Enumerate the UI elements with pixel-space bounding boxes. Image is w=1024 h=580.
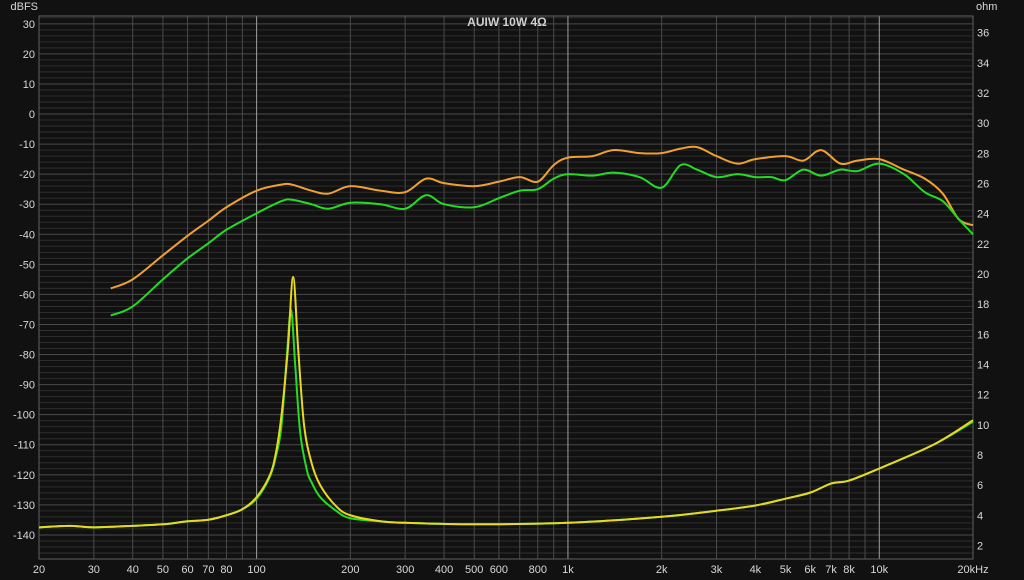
x-tick-label: 3k (711, 564, 723, 576)
y-tick-label: 0 (29, 109, 35, 121)
curves (38, 145, 974, 529)
y2-tick-label: 26 (977, 178, 989, 190)
y2-tick-label: 34 (977, 58, 989, 70)
x-tick-label: 5k (780, 564, 792, 576)
y2-tick-label: 6 (977, 480, 983, 492)
x-tick-label: 7k (825, 564, 837, 576)
y2-tick-label: 30 (977, 118, 989, 130)
grid (38, 15, 974, 560)
y2-tick-label: 32 (977, 88, 989, 100)
x-tick-label: 300 (396, 564, 414, 576)
x-tick-label: 70 (202, 564, 214, 576)
y2-tick-label: 12 (977, 390, 989, 402)
x-tick-label: 60 (181, 564, 193, 576)
y2-tick-label: 28 (977, 148, 989, 160)
x-tick-label: 2k (656, 564, 668, 576)
y-tick-label: -70 (19, 319, 35, 331)
y-axis-label: dBFS (10, 1, 38, 13)
x-tick-label: 800 (529, 564, 547, 576)
y-tick-label: -140 (13, 530, 35, 542)
x-tick-label: 400 (435, 564, 453, 576)
x-tick-label: 30 (88, 564, 100, 576)
x-tick-label: 8k (843, 564, 855, 576)
y2-tick-label: 24 (977, 209, 989, 221)
y-tick-label: 10 (23, 79, 35, 91)
y-tick-label: -30 (19, 199, 35, 211)
y2-tick-label: 4 (977, 510, 983, 522)
series-line-4 (38, 275, 974, 529)
y-tick-label: -100 (13, 410, 35, 422)
y2-tick-label: 14 (977, 359, 989, 371)
series-line-2 (110, 162, 974, 317)
y-tick-label: -50 (19, 259, 35, 271)
y-tick-label: 30 (23, 19, 35, 31)
series-line-1 (110, 145, 974, 290)
x-tick-label: 200 (341, 564, 359, 576)
x-tick-label: 40 (127, 564, 139, 576)
y2-tick-label: 18 (977, 299, 989, 311)
x-tick-label: 80 (220, 564, 232, 576)
y2-tick-label: 36 (977, 28, 989, 40)
x-tick-label: 6k (804, 564, 816, 576)
chart-title: AUIW 10W 4Ω (467, 15, 547, 29)
y2-tick-label: 22 (977, 239, 989, 251)
y2-tick-label: 16 (977, 329, 989, 341)
x-tick-label: 500 (465, 564, 483, 576)
axes: 20 30 40 50 60 70 80 100 200 300 400 500 600 800 1k 2k 3… (13, 19, 989, 576)
x-tick-label: 4k (750, 564, 762, 576)
y2-axis-label: ohm (976, 1, 997, 13)
y-tick-label: -10 (19, 139, 35, 151)
y-tick-label: -40 (19, 229, 35, 241)
x-tick-label: 50 (157, 564, 169, 576)
y-tick-label: -110 (14, 440, 35, 452)
y2-tick-label: 2 (977, 540, 983, 552)
plot-border (38, 15, 974, 560)
y-tick-label: -80 (19, 350, 35, 362)
y-tick-label: -120 (13, 470, 35, 482)
y-tick-label: -60 (19, 289, 35, 301)
y-tick-label: -20 (19, 169, 35, 181)
x-tick-label: 10k (870, 564, 888, 576)
x-tick-label: 20kHz (957, 564, 988, 576)
x-tick-label: 20 (33, 564, 45, 576)
y-tick-label: 20 (23, 49, 35, 61)
x-tick-label: 1k (562, 564, 574, 576)
y-tick-label: -130 (13, 500, 35, 512)
x-tick-label: 600 (490, 564, 508, 576)
y2-tick-label: 20 (977, 269, 989, 281)
y-tick-label: -90 (19, 380, 35, 392)
x-tick-label: 100 (247, 564, 265, 576)
y2-tick-label: 10 (977, 420, 989, 432)
y2-tick-label: 8 (977, 450, 983, 462)
